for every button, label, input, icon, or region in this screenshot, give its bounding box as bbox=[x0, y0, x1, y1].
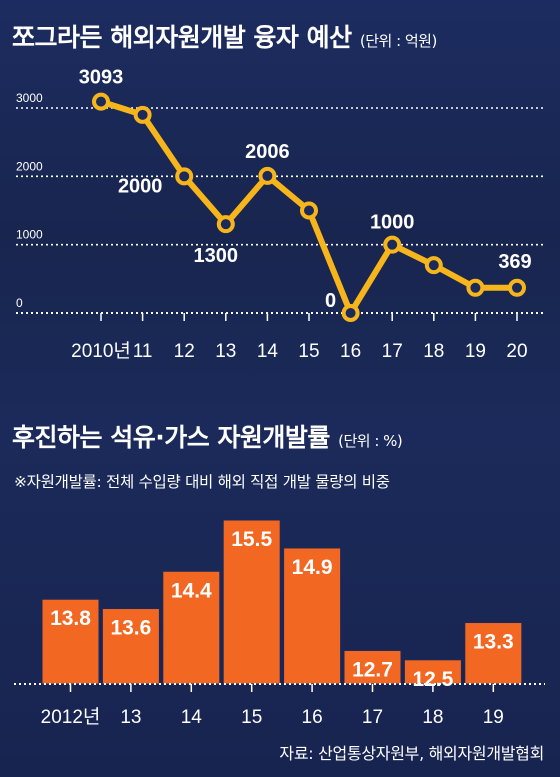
chart2-title: 후진하는 석유·가스 자원개발률 (단위 : %) bbox=[12, 418, 403, 454]
data-point bbox=[92, 92, 110, 111]
data-point bbox=[508, 278, 526, 297]
bar-value-label: 13.6 bbox=[110, 617, 151, 640]
data-label: 0 bbox=[325, 290, 336, 312]
x-tick-label: 18 bbox=[423, 341, 444, 362]
bar bbox=[41, 598, 100, 685]
bar bbox=[343, 649, 402, 685]
x-tick-label: 17 bbox=[382, 341, 403, 362]
x-tick-label: 16 bbox=[340, 341, 361, 362]
x-tick-label: 15 bbox=[241, 707, 262, 728]
x-tick-label: 19 bbox=[483, 707, 504, 728]
source-note: 자료: 산업통상자원부, 해외자원개발협회 bbox=[279, 744, 544, 763]
bar-value-label: 12.7 bbox=[352, 658, 393, 681]
data-point bbox=[341, 304, 360, 322]
bar-value-label: 13.8 bbox=[50, 607, 91, 630]
bar-value-label: 13.3 bbox=[473, 631, 514, 654]
data-point bbox=[175, 167, 194, 186]
data-point bbox=[466, 278, 485, 297]
data-label: 1000 bbox=[370, 212, 415, 234]
x-tick-label: 2012년 bbox=[41, 706, 101, 728]
data-point bbox=[258, 166, 277, 185]
data-point bbox=[300, 201, 318, 220]
bar bbox=[283, 547, 342, 685]
chart2-note: ※자원개발률: 전체 수입량 대비 해외 직접 개발 물량의 비중 bbox=[14, 473, 390, 491]
y-tick-label: 2000 bbox=[16, 159, 43, 173]
x-tick-label: 14 bbox=[181, 707, 203, 728]
x-tick-label: 13 bbox=[120, 707, 141, 728]
bar-value-label: 15.5 bbox=[231, 528, 272, 551]
chart1-title: 쪼그라든 해외자원개발 융자 예산 (단위 : 억원) bbox=[12, 18, 437, 54]
y-tick-label: 0 bbox=[16, 296, 23, 310]
x-tick-label: 18 bbox=[422, 707, 443, 728]
x-tick-label: 19 bbox=[465, 341, 486, 362]
x-tick-label: 13 bbox=[215, 341, 236, 362]
chart1-unit: (단위 : 억원) bbox=[359, 32, 438, 50]
data-point bbox=[216, 215, 235, 234]
chart2-title-text: 후진하는 석유·가스 자원개발률 bbox=[12, 423, 330, 452]
chart2-unit: (단위 : %) bbox=[338, 432, 403, 450]
x-tick-label: 2010년 bbox=[71, 340, 131, 362]
y-tick-label: 3000 bbox=[16, 91, 43, 105]
bar bbox=[464, 622, 523, 685]
bar-value-label: 14.4 bbox=[171, 579, 212, 602]
x-tick-label: 15 bbox=[298, 341, 319, 362]
data-label: 1300 bbox=[194, 245, 239, 267]
data-label: 3093 bbox=[79, 67, 124, 89]
bar bbox=[162, 570, 221, 685]
data-label: 369 bbox=[498, 251, 531, 273]
data-point bbox=[424, 256, 443, 275]
x-tick-label: 16 bbox=[302, 707, 323, 728]
bar bbox=[101, 608, 160, 685]
chart1-title-text: 쪼그라든 해외자원개발 융자 예산 bbox=[12, 23, 352, 52]
bar-value-label: 14.9 bbox=[292, 556, 333, 579]
bar bbox=[222, 519, 281, 685]
data-point bbox=[383, 235, 402, 254]
x-tick-label: 12 bbox=[174, 341, 195, 362]
x-tick-label: 11 bbox=[133, 341, 153, 362]
x-tick-label: 14 bbox=[257, 341, 279, 362]
bar bbox=[403, 659, 462, 685]
x-tick-label: 20 bbox=[506, 341, 527, 362]
data-label: 2006 bbox=[245, 141, 290, 163]
x-tick-label: 17 bbox=[362, 707, 383, 728]
data-label: 2000 bbox=[118, 175, 163, 197]
y-tick-label: 1000 bbox=[16, 228, 43, 242]
bar-value-label: 12.5 bbox=[412, 668, 453, 691]
data-point bbox=[133, 105, 152, 124]
line-chart: 0 1000 2000 3000 2010년 11 12 13 14 15 16 17 18 19 20 30… bbox=[16, 67, 531, 362]
